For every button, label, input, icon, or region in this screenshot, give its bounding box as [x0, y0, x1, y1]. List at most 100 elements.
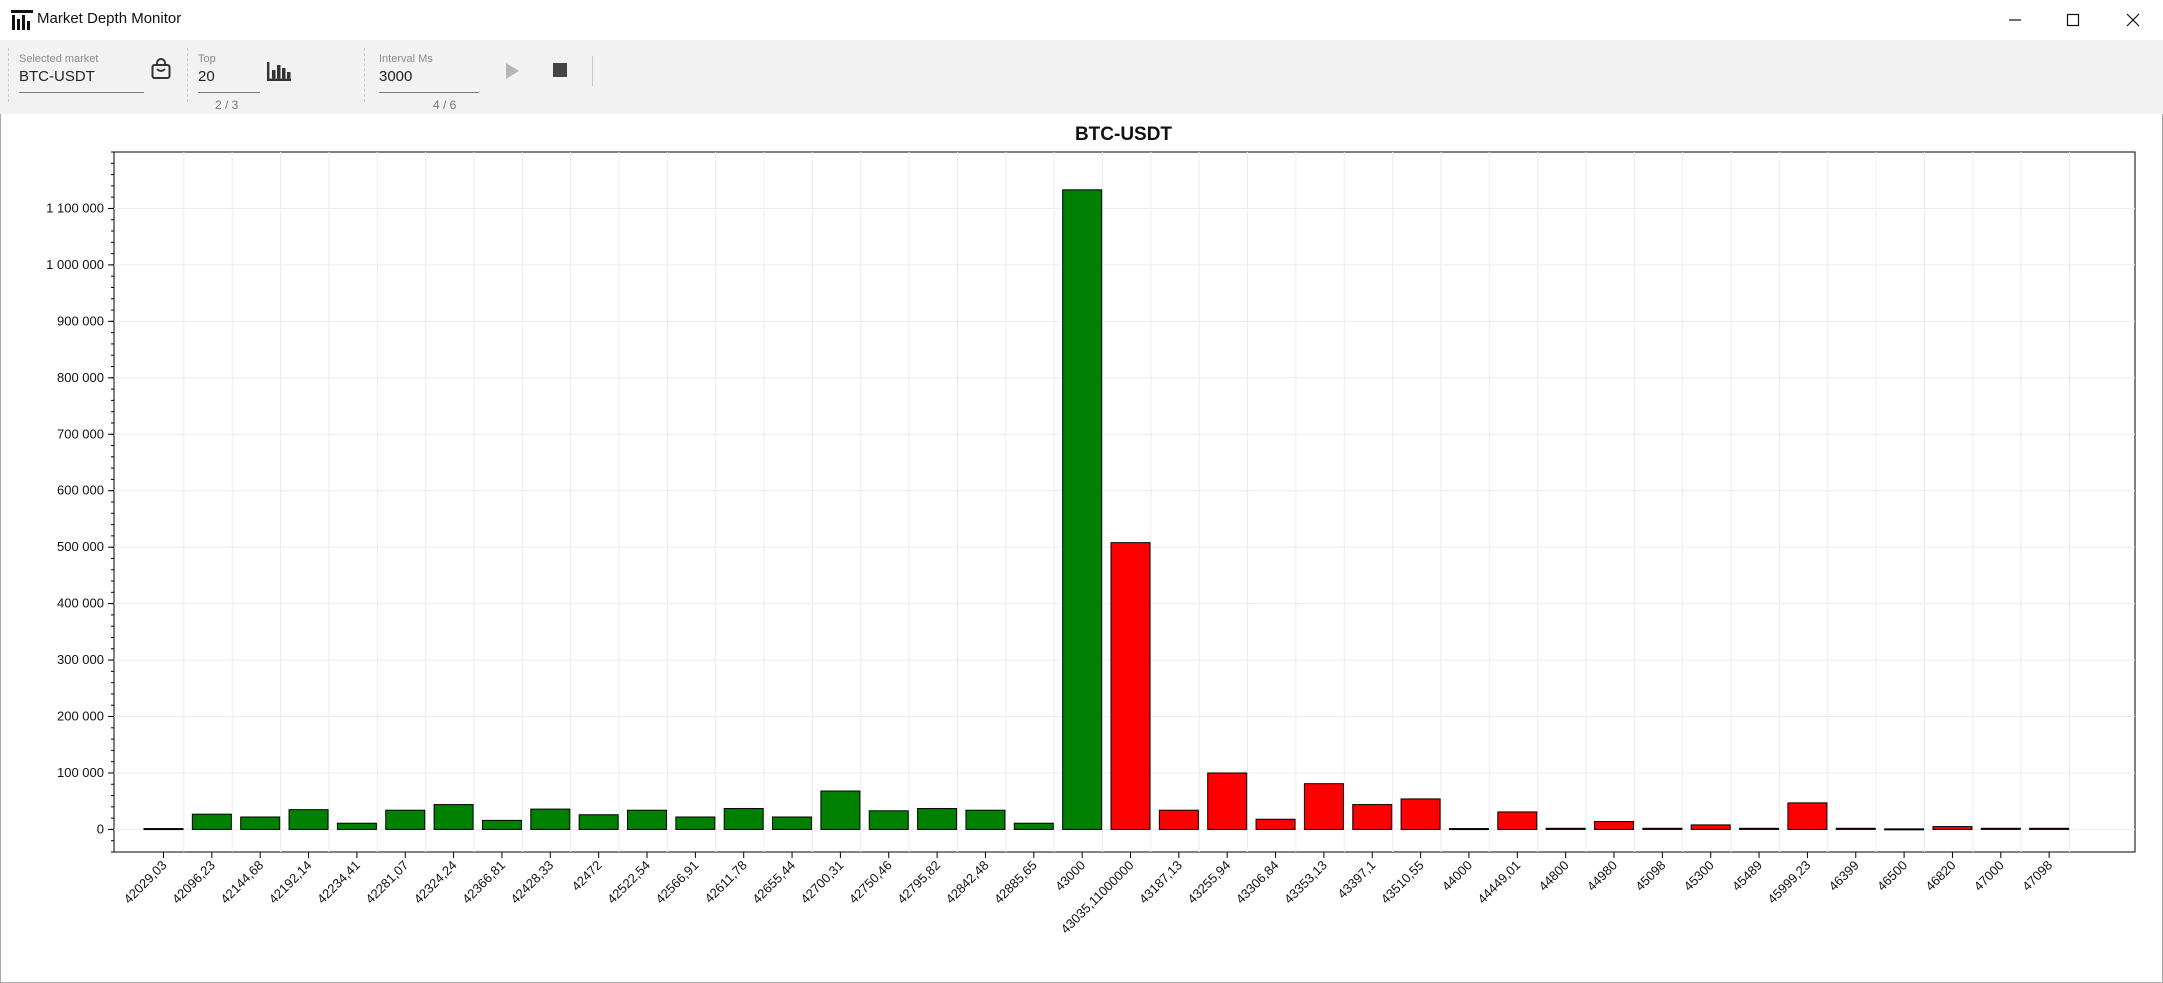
x-tick-label: 46399: [1826, 858, 1862, 894]
y-tick-label: 100 000: [57, 765, 104, 780]
bar: [1110, 542, 1151, 830]
bar: [288, 809, 329, 830]
bar: [1690, 824, 1731, 830]
x-tick-label: 44449,01: [1474, 858, 1523, 907]
x-tick-label: 43306,84: [1233, 858, 1282, 907]
x-tick-label: 47098: [2019, 858, 2055, 894]
x-tick-label: 42655,44: [749, 858, 798, 907]
bar: [772, 816, 813, 830]
bar: [1497, 811, 1538, 830]
bar: [1062, 189, 1103, 830]
bar: [1545, 827, 1586, 830]
bar: [1642, 827, 1683, 830]
x-tick-label: 43397,1: [1335, 858, 1379, 902]
x-tick-label: 46820: [1922, 858, 1958, 894]
y-tick-label: 300 000: [57, 652, 104, 667]
x-tick-label: 46500: [1874, 858, 1910, 894]
y-tick-label: 700 000: [57, 426, 104, 441]
x-tick-label: 42885,65: [991, 858, 1040, 907]
toolbar-separator: [187, 48, 188, 102]
bar: [723, 808, 764, 830]
bar: [868, 810, 909, 830]
x-tick-label: 42234,41: [314, 858, 363, 907]
bar: [481, 819, 522, 830]
x-tick-label: 45999,23: [1765, 858, 1814, 907]
toolbar-separator: [364, 48, 365, 102]
bar: [2029, 827, 2070, 830]
top-caption: Top: [198, 53, 216, 65]
x-tick-label: 42842,48: [943, 858, 992, 907]
bar: [385, 809, 426, 830]
interval-caption: Interval Ms: [379, 53, 433, 65]
x-tick-label: 42750,46: [846, 858, 895, 907]
bar: [240, 816, 281, 830]
bar: [1255, 818, 1296, 830]
bar: [627, 809, 667, 830]
x-tick-label: 42192,14: [266, 858, 315, 907]
bar: [965, 809, 1006, 830]
x-tick-label: 44800: [1536, 858, 1572, 894]
y-tick-label: 500 000: [57, 539, 104, 554]
bar: [1884, 828, 1925, 831]
x-tick-label: 45098: [1632, 858, 1668, 894]
x-tick-label: 45300: [1681, 858, 1717, 894]
top-counter: 2 / 3: [215, 98, 239, 112]
x-tick-label: 42795,82: [894, 858, 943, 907]
interval-counter: 4 / 6: [433, 98, 457, 112]
bar: [1448, 828, 1489, 831]
toolbar: Selected market BTC-USDT Top 20 2 / 3 In…: [0, 40, 2163, 114]
x-tick-label: 44000: [1439, 858, 1475, 894]
x-tick-label: 43510,55: [1378, 858, 1427, 907]
x-tick-label: 42366,81: [459, 858, 508, 907]
market-input[interactable]: BTC-USDT: [19, 68, 95, 85]
x-tick-label: 42096,23: [169, 858, 218, 907]
market-input-underline: [19, 92, 144, 93]
interval-input-underline: [379, 92, 479, 93]
bar: [1352, 804, 1393, 830]
top-input[interactable]: 20: [198, 68, 215, 85]
x-tick-label: 42700,31: [798, 858, 847, 907]
app-chart-icon: [11, 10, 33, 30]
toolbar-separator: [8, 48, 9, 102]
bar: [433, 804, 474, 830]
x-tick-label: 43187,13: [1136, 858, 1185, 907]
y-tick-label: 600 000: [57, 483, 104, 498]
x-tick-label: 42029,03: [121, 858, 170, 907]
x-tick-label: 43000: [1052, 858, 1088, 894]
bar: [1207, 772, 1248, 830]
x-tick-label: 42144,68: [217, 858, 266, 907]
title-bar: Market Depth Monitor: [0, 0, 2163, 40]
chart-title: BTC-USDT: [1074, 124, 1173, 145]
x-tick-label: 42472: [569, 858, 605, 894]
x-tick-label: 42566,91: [653, 858, 702, 907]
bar: [820, 790, 861, 830]
close-button[interactable]: [2104, 0, 2162, 40]
window-title: Market Depth Monitor: [37, 10, 182, 27]
bar: [675, 816, 716, 830]
bar: [578, 814, 619, 830]
x-tick-label: 42281,07: [362, 858, 411, 907]
market-caption: Selected market: [19, 53, 99, 65]
y-tick-label: 1 100 000: [46, 200, 104, 215]
bar: [1013, 822, 1054, 830]
bar: [1835, 827, 1876, 830]
bar: [336, 822, 377, 830]
x-tick-label: 42611,78: [702, 858, 750, 906]
x-tick-label: 47000: [1971, 858, 2007, 894]
stop-icon[interactable]: [552, 62, 568, 78]
x-tick-label: 42522,54: [604, 858, 653, 907]
y-tick-label: 1 000 000: [46, 257, 104, 272]
shopping-bag-icon[interactable]: [150, 57, 172, 81]
interval-input[interactable]: 3000: [379, 68, 413, 85]
bar-chart-icon[interactable]: [266, 60, 292, 82]
bar: [1303, 783, 1344, 830]
bar: [1980, 827, 2021, 830]
maximize-icon: [2066, 13, 2080, 27]
play-icon[interactable]: [504, 62, 520, 80]
x-tick-label: 42428,33: [507, 858, 556, 907]
y-tick-label: 800 000: [57, 370, 104, 385]
maximize-button[interactable]: [2044, 0, 2102, 40]
minimize-button[interactable]: [1986, 0, 2044, 40]
x-tick-label: 42324,24: [411, 858, 460, 907]
